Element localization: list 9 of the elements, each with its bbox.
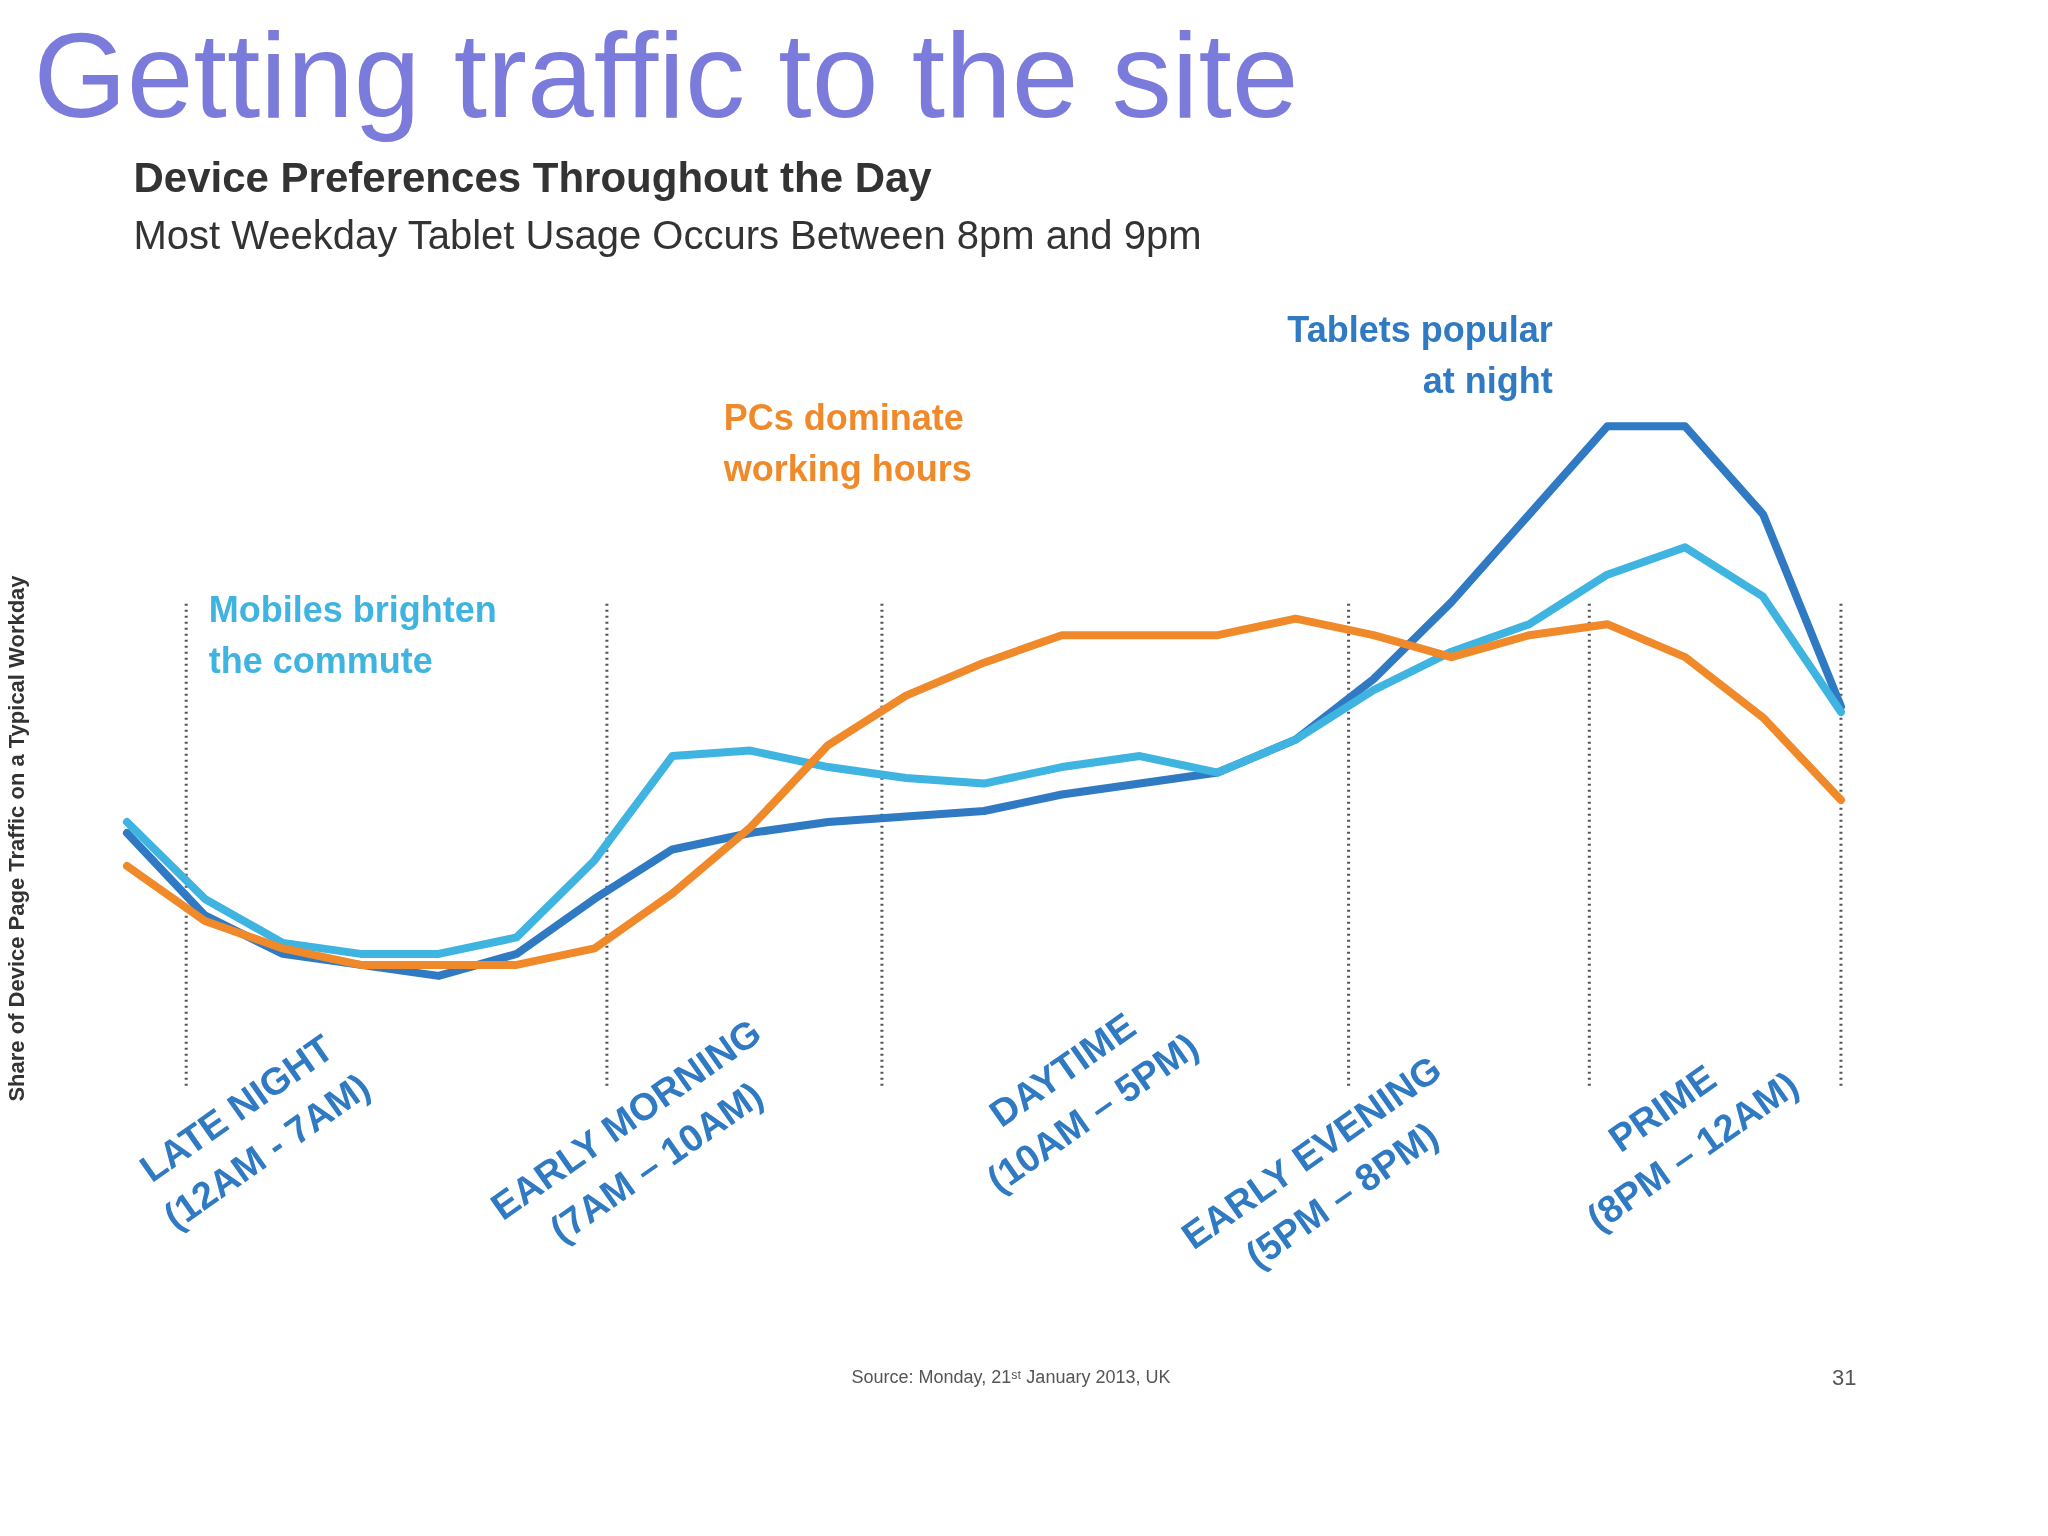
annotation: PCs dominate working hours: [722, 396, 972, 489]
chart-title: Getting traffic to the site: [33, 7, 1299, 142]
text: 31: [1832, 1364, 1857, 1390]
annotation: Mobiles brighten the commute: [208, 589, 497, 682]
text: Most Weekday Tablet Usage Occurs Between 8pm and 9pm: [133, 212, 1202, 257]
text: Tablets popular at night: [1287, 308, 1553, 402]
y-axis-title: Share of Device Page Traffic on a Typical Workday: [3, 574, 29, 1102]
chart-subtitle: Device Preferences Throughout the Day: [133, 153, 933, 201]
source-note: Source: Monday, 21ˢᵗ January 2013, UK: [851, 1367, 1171, 1388]
